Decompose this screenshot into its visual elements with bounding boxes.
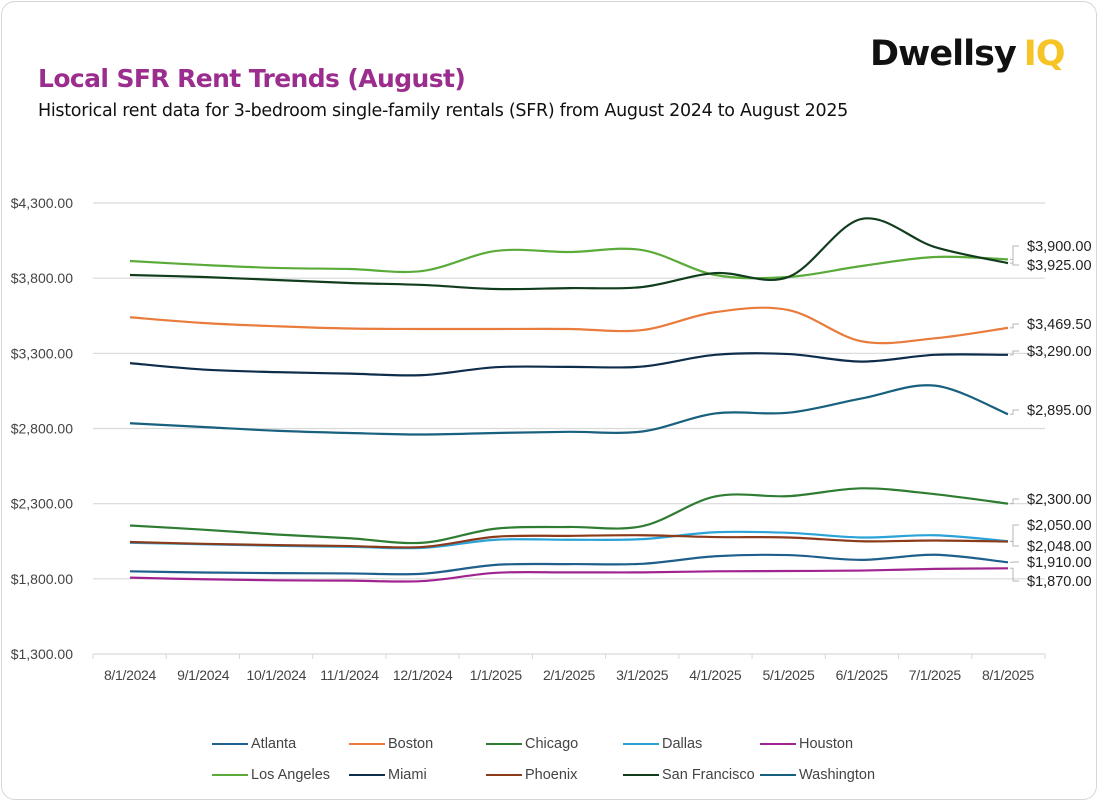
data-label-los-angeles: $3,925.00 bbox=[1027, 258, 1092, 274]
legend-label: Dallas bbox=[662, 736, 703, 752]
legend-swatch bbox=[760, 742, 796, 746]
data-label-leader bbox=[1010, 567, 1019, 582]
legend-label: Los Angeles bbox=[251, 767, 331, 783]
series-line-chicago bbox=[129, 487, 1009, 545]
legend-label: Boston bbox=[388, 736, 434, 752]
series-line-houston bbox=[129, 567, 1009, 583]
data-label-leader bbox=[1010, 409, 1019, 415]
data-label-dallas: $2,050.00 bbox=[1027, 518, 1092, 534]
legend-item-washington[interactable]: Washington bbox=[760, 767, 875, 783]
legend-swatch bbox=[760, 773, 796, 777]
legend-swatch bbox=[623, 742, 659, 746]
x-tick-label: 8/1/2025 bbox=[982, 667, 1035, 683]
data-label-leader bbox=[1010, 245, 1019, 264]
data-label-chicago: $2,300.00 bbox=[1027, 492, 1092, 508]
data-label-leader bbox=[1010, 541, 1019, 547]
x-tick-label: 6/1/2025 bbox=[836, 667, 889, 683]
data-label-boston: $3,469.50 bbox=[1027, 317, 1092, 333]
legend-label: Miami bbox=[388, 767, 427, 783]
x-tick-label: 3/1/2025 bbox=[616, 667, 669, 683]
series-line-san-francisco bbox=[129, 217, 1009, 291]
legend-swatch bbox=[212, 773, 248, 777]
x-tick-label: 11/1/2024 bbox=[320, 667, 379, 683]
legend-item-los-angeles[interactable]: Los Angeles bbox=[212, 767, 330, 783]
legend-label: San Francisco bbox=[662, 767, 755, 783]
y-tick-label: $4,300.00 bbox=[11, 195, 73, 211]
data-label-leader bbox=[1010, 258, 1019, 266]
y-tick-label: $3,300.00 bbox=[11, 345, 73, 361]
x-tick-label: 8/1/2024 bbox=[104, 667, 157, 683]
chart-title: Local SFR Rent Trends (August) bbox=[38, 64, 466, 93]
legend-swatch bbox=[486, 773, 522, 777]
chart-subtitle: Historical rent data for 3-bedroom singl… bbox=[38, 101, 849, 121]
x-tick-label: 7/1/2025 bbox=[909, 667, 962, 683]
y-tick-label: $3,800.00 bbox=[11, 270, 73, 286]
y-tick-label: $2,800.00 bbox=[11, 421, 73, 437]
data-label-leader bbox=[1010, 350, 1019, 356]
x-tick-label: 12/1/2024 bbox=[393, 667, 453, 683]
data-label-miami: $3,290.00 bbox=[1027, 344, 1092, 360]
legend-label: Houston bbox=[799, 736, 854, 752]
x-tick-label: 4/1/2025 bbox=[689, 667, 742, 683]
legend-swatch bbox=[349, 742, 385, 746]
data-label-phoenix: $2,048.00 bbox=[1027, 539, 1092, 555]
legend-swatch bbox=[623, 773, 659, 777]
legend-label: Chicago bbox=[525, 736, 579, 752]
legend-label: Phoenix bbox=[525, 767, 578, 783]
legend-item-phoenix[interactable]: Phoenix bbox=[486, 767, 577, 783]
data-label-leader bbox=[1010, 524, 1019, 542]
data-label-leader bbox=[1010, 323, 1019, 329]
data-label-washington: $2,895.00 bbox=[1027, 403, 1092, 419]
data-label-san-francisco: $3,900.00 bbox=[1027, 239, 1092, 255]
legend-swatch bbox=[349, 773, 385, 777]
y-tick-label: $2,300.00 bbox=[11, 496, 73, 512]
x-tick-label: 2/1/2025 bbox=[543, 667, 596, 683]
series-line-miami bbox=[129, 352, 1009, 377]
data-label-houston: $1,870.00 bbox=[1027, 574, 1092, 590]
x-tick-label: 1/1/2025 bbox=[470, 667, 523, 683]
logo-text: Dwellsy bbox=[870, 34, 1017, 74]
legend-swatch bbox=[486, 742, 522, 746]
legend-item-boston[interactable]: Boston bbox=[349, 736, 433, 752]
y-tick-label: $1,800.00 bbox=[11, 571, 73, 587]
legend-label: Washington bbox=[799, 767, 876, 783]
legend-label: Atlanta bbox=[251, 736, 297, 752]
series-line-phoenix bbox=[129, 534, 1009, 549]
data-label-leader bbox=[1010, 498, 1019, 505]
series-line-boston bbox=[129, 306, 1009, 345]
series-line-atlanta bbox=[129, 553, 1009, 576]
y-tick-label: $1,300.00 bbox=[11, 646, 73, 662]
legend-item-san-francisco[interactable]: San Francisco bbox=[623, 767, 755, 783]
legend-item-chicago[interactable]: Chicago bbox=[486, 736, 578, 752]
series-line-los-angeles bbox=[129, 247, 1009, 280]
legend-item-dallas[interactable]: Dallas bbox=[623, 736, 702, 752]
legend-swatch bbox=[212, 742, 248, 746]
x-tick-label: 9/1/2024 bbox=[177, 667, 230, 683]
x-tick-label: 10/1/2024 bbox=[247, 667, 307, 683]
logo-suffix: IQ bbox=[1023, 34, 1066, 74]
legend-item-houston[interactable]: Houston bbox=[760, 736, 853, 752]
data-label-atlanta: $1,910.00 bbox=[1027, 555, 1092, 571]
dwellsy-iq-logo: Dwellsy IQ bbox=[870, 34, 1066, 74]
legend-item-miami[interactable]: Miami bbox=[349, 767, 427, 783]
x-tick-label: 5/1/2025 bbox=[762, 667, 815, 683]
series-line-washington bbox=[129, 384, 1009, 436]
legend-item-atlanta[interactable]: Atlanta bbox=[212, 736, 296, 752]
